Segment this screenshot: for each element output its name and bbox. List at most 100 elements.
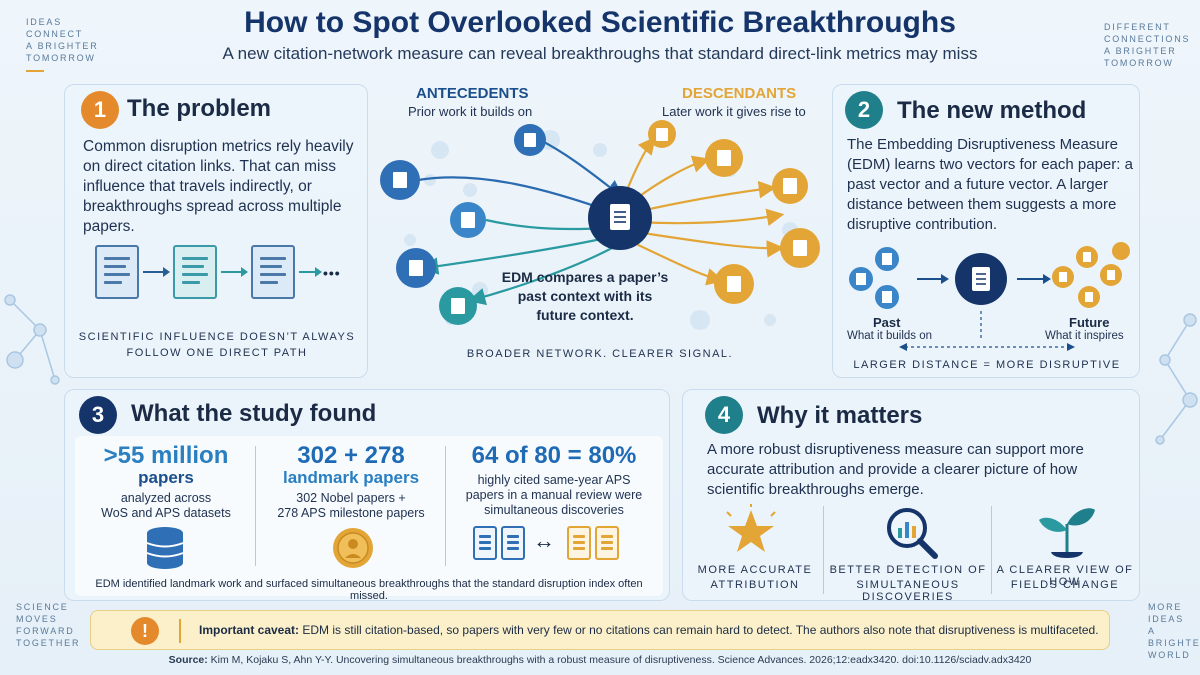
- benefit-caption: MORE ACCURATE: [697, 564, 813, 576]
- tagline-line: CONNECTIONS: [1104, 34, 1191, 44]
- panel-title: The problem: [127, 95, 272, 122]
- panel-text: The Embedding Disruptiveness Measure (ED…: [847, 136, 1133, 233]
- past-label: Past: [873, 315, 901, 330]
- molecule-decoration-left: [4, 294, 60, 385]
- document-icon: [567, 526, 591, 560]
- nobel-medal-icon: [333, 528, 373, 568]
- stat-description: WoS and APS datasets: [101, 506, 231, 520]
- tagline-line: CONNECT: [26, 29, 84, 39]
- source-label: Source:: [168, 654, 208, 666]
- corner-tagline-bottom-left: SCIENCE MOVES FORWARD TOGETHER: [16, 601, 80, 649]
- distance-double-arrow: [899, 343, 1075, 351]
- stat-unit: papers: [138, 468, 194, 487]
- document-icon: [501, 526, 525, 560]
- tagline-line: TOMORROW: [1104, 58, 1174, 68]
- stat-description: simultaneous discoveries: [484, 503, 624, 517]
- page-subtitle: A new citation-network measure can revea…: [222, 44, 978, 63]
- matters-panel: 4 Why it matters A more robust disruptiv…: [682, 389, 1140, 603]
- document-icon: [473, 526, 497, 560]
- tagline-line: FORWARD: [16, 626, 75, 636]
- caption-line: future context.: [536, 307, 634, 323]
- method-panel: 2 The new method The Embedding Disruptiv…: [832, 84, 1140, 378]
- stats-card: [75, 436, 663, 596]
- tagline-line: TOGETHER: [16, 638, 81, 648]
- document-icon: [595, 526, 619, 560]
- future-subtitle: What it inspires: [1045, 330, 1124, 342]
- stat-description: 302 Nobel papers +: [296, 491, 406, 505]
- caption-line: past context with its: [517, 288, 653, 304]
- tagline-line: MORE: [1148, 602, 1183, 612]
- arrow-right-icon: [143, 267, 170, 277]
- molecule-decoration-right: [1155, 313, 1198, 445]
- tagline-line: MOVES: [16, 614, 58, 624]
- tagline-line: DIFFERENT: [1104, 22, 1171, 32]
- tagline-line: TOMORROW: [26, 53, 96, 63]
- caveat-text: Important caveat: EDM is still citation-…: [199, 623, 1099, 637]
- star-icon: [726, 504, 776, 552]
- stat-big-number: >55 million: [103, 442, 229, 469]
- benefit-caption: FIELDS CHANGE: [1010, 579, 1120, 591]
- panel-title: The new method: [897, 97, 1087, 124]
- benefit-caption: SIMULTANEOUS DISCOVERIES: [856, 579, 960, 603]
- distance-caption: LARGER DISTANCE = MORE DISRUPTIVE: [853, 359, 1121, 371]
- tagline-line: WORLD: [1148, 650, 1191, 660]
- sprout-icon: [1039, 508, 1095, 558]
- descendants-subtitle: Later work it gives rise to: [662, 104, 806, 119]
- past-subtitle: What it builds on: [847, 330, 933, 342]
- tagline-line: IDEAS: [1148, 614, 1185, 624]
- benefit-divider: [823, 506, 824, 594]
- stat-description: analyzed across: [120, 491, 212, 505]
- stat-big-number: 64 of 80 = 80%: [471, 442, 637, 469]
- warning-icon: !: [131, 617, 159, 645]
- stat-divider: [255, 446, 256, 566]
- network-footer: BROADER NETWORK. CLEARER SIGNAL.: [466, 348, 734, 360]
- corner-tagline-top-left: IDEAS CONNECT A BRIGHTER TOMORROW: [26, 16, 99, 72]
- network-caption: EDM compares a paper’s past context with…: [500, 268, 670, 325]
- source-body: Kim M, Kojaku S, Ahn Y-Y. Uncovering sim…: [207, 654, 1032, 666]
- citation-network-diagram: [380, 120, 820, 330]
- step-number-badge: 3: [79, 396, 117, 434]
- tagline-line: A BRIGHTER: [1148, 626, 1200, 648]
- stat-description: papers in a manual review were: [465, 488, 643, 502]
- benefit-caption: ATTRIBUTION: [710, 579, 800, 591]
- antecedents-subtitle: Prior work it builds on: [408, 104, 533, 119]
- panel-text: Common disruption metrics rely heavily o…: [83, 138, 354, 235]
- stat-unit: landmark papers: [282, 468, 420, 487]
- future-label: Future: [1069, 315, 1110, 330]
- corner-tagline-bottom-right: MORE IDEAS A BRIGHTER WORLD: [1148, 601, 1200, 661]
- antecedents-label: ANTECEDENTS: [416, 85, 529, 102]
- double-arrow-icon: ↔: [533, 528, 555, 553]
- magnifier-chart-icon: [887, 508, 938, 559]
- ellipsis-dots: •••: [323, 265, 341, 281]
- caveat-body: EDM is still citation-based, so papers w…: [299, 623, 1099, 637]
- panel-text: A more robust disruptiveness measure can…: [707, 441, 1084, 498]
- tagline-line: SCIENCE: [16, 602, 69, 612]
- benefit-divider: [991, 506, 992, 594]
- step-number-badge: 1: [81, 91, 119, 129]
- panel-caption: FOLLOW ONE DIRECT PATH: [126, 347, 308, 359]
- past-future-vector-diagram: [849, 242, 1130, 341]
- database-icon: [146, 527, 184, 569]
- caveat-divider: [179, 619, 181, 643]
- panel-title: Why it matters: [757, 402, 923, 429]
- stat-big-number: 302 + 278: [297, 442, 405, 469]
- source-citation: Source: Kim M, Kojaku S, Ahn Y-Y. Uncove…: [0, 654, 1200, 666]
- step-number-badge: 2: [845, 91, 883, 129]
- stat-divider: [445, 446, 446, 566]
- caption-line: EDM compares a paper’s: [501, 269, 669, 285]
- tagline-accent-bar: [26, 70, 44, 72]
- benefit-caption: BETTER DETECTION OF: [829, 564, 987, 576]
- step-number-badge: 4: [705, 396, 743, 434]
- document-icon: [95, 245, 139, 299]
- benefit-caption: A CLEARER VIEW OF HOW: [996, 564, 1134, 588]
- stat-description: 278 APS milestone papers: [277, 506, 425, 520]
- panel-caption: SCIENTIFIC INFLUENCE DOESN’T ALWAYS: [78, 331, 356, 343]
- document-icon: [251, 245, 295, 299]
- panel-title: What the study found: [131, 400, 377, 427]
- tagline-line: A BRIGHTER: [26, 41, 99, 51]
- arrow-right-icon: [299, 267, 322, 277]
- document-icon: [173, 245, 217, 299]
- stat-description: highly cited same-year APS: [477, 473, 631, 487]
- caveat-banner: ! Important caveat: EDM is still citatio…: [90, 610, 1110, 650]
- tagline-line: IDEAS: [26, 17, 63, 27]
